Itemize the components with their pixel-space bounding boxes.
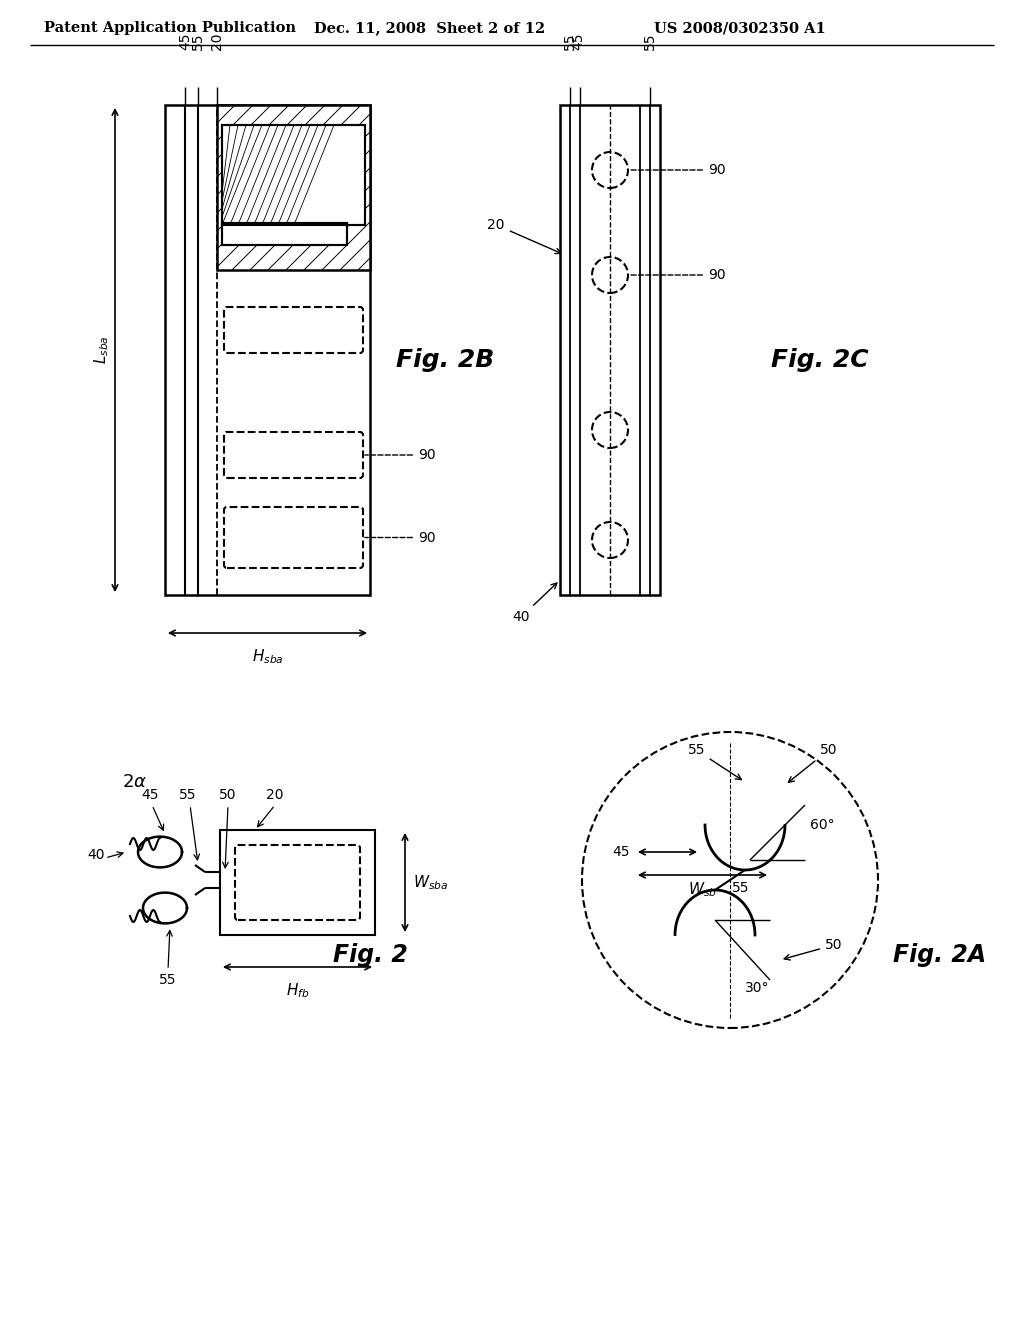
Bar	[560, 106, 660, 595]
Text: 30°: 30°	[745, 981, 769, 995]
Text: Dec. 11, 2008  Sheet 2 of 12: Dec. 11, 2008 Sheet 2 of 12	[314, 21, 546, 36]
Bar	[222, 223, 347, 246]
Text: 50: 50	[219, 788, 237, 803]
Text: $H_{fb}$: $H_{fb}$	[286, 981, 309, 999]
Text: 40: 40	[87, 847, 105, 862]
Text: 90: 90	[631, 268, 726, 282]
Text: 55: 55	[160, 973, 177, 987]
Text: 20: 20	[210, 33, 224, 50]
Text: 50: 50	[784, 939, 843, 960]
Bar	[222, 125, 365, 224]
Text: Fig. 2C: Fig. 2C	[771, 348, 868, 372]
Bar	[217, 106, 370, 271]
Text: 55: 55	[643, 33, 657, 50]
Text: 55: 55	[179, 788, 197, 803]
Text: 45: 45	[178, 33, 193, 50]
Text: Fig. 2B: Fig. 2B	[396, 348, 495, 372]
Text: $L_{sba}$: $L_{sba}$	[92, 335, 112, 364]
Text: 45: 45	[141, 788, 159, 803]
Text: $H_{sba}$: $H_{sba}$	[252, 647, 284, 665]
Text: $W_{sba}$: $W_{sba}$	[413, 873, 449, 892]
Text: 50: 50	[788, 743, 838, 783]
Text: 55: 55	[732, 880, 750, 895]
Text: 40: 40	[512, 583, 557, 624]
Bar	[165, 106, 370, 595]
Bar	[222, 125, 365, 224]
Text: Patent Application Publication: Patent Application Publication	[44, 21, 296, 36]
Text: $2\alpha$: $2\alpha$	[123, 774, 147, 791]
Text: 90: 90	[631, 162, 726, 177]
Text: 55: 55	[687, 743, 741, 780]
Text: 20: 20	[487, 218, 561, 253]
Text: US 2008/0302350 A1: US 2008/0302350 A1	[654, 21, 826, 36]
Bar	[217, 106, 370, 271]
Text: 45: 45	[612, 845, 630, 859]
Text: 90: 90	[365, 531, 435, 544]
Text: 60°: 60°	[810, 818, 835, 832]
Text: 90: 90	[365, 447, 435, 462]
Text: 45: 45	[571, 33, 585, 50]
Text: 20: 20	[266, 788, 284, 803]
Text: Fig. 2: Fig. 2	[333, 942, 408, 968]
Bar	[222, 223, 347, 246]
Text: 55: 55	[191, 33, 205, 50]
Text: Fig. 2A: Fig. 2A	[893, 942, 986, 968]
Bar	[220, 830, 375, 935]
Text: 55: 55	[563, 33, 577, 50]
Text: $W_{sb}$: $W_{sb}$	[687, 880, 717, 899]
